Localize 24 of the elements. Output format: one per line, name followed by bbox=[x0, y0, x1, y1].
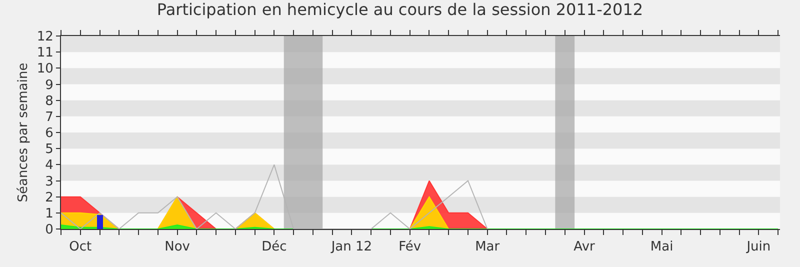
y-tick-label: 8 bbox=[45, 94, 54, 109]
y-tick-label: 3 bbox=[45, 174, 54, 190]
x-tick-label: Juin bbox=[746, 240, 771, 255]
y-tick-label: 2 bbox=[45, 190, 54, 206]
y-tick-label: 12 bbox=[36, 30, 54, 45]
y-tick-label: 6 bbox=[45, 126, 54, 142]
x-tick-label: Mar bbox=[475, 240, 500, 255]
x-tick-label: Déc bbox=[262, 240, 287, 255]
y-tick-label: 10 bbox=[36, 62, 54, 77]
x-tick-label: Jan 12 bbox=[330, 240, 372, 255]
x-tick-label: Mai bbox=[650, 240, 674, 255]
x-tick-label: Oct bbox=[69, 240, 92, 255]
x-tick-label: Fév bbox=[398, 240, 422, 255]
y-tick-label: 1 bbox=[45, 206, 54, 222]
y-tick-label: 5 bbox=[45, 142, 54, 158]
chart-title: Participation en hemicycle au cours de la session 2011-2012 bbox=[156, 0, 644, 20]
x-tick-label: Avr bbox=[574, 240, 596, 255]
y-tick-label: 0 bbox=[45, 222, 54, 238]
y-tick-label: 9 bbox=[45, 78, 54, 93]
y-tick-label: 11 bbox=[36, 46, 54, 61]
y-tick-label: 4 bbox=[45, 158, 54, 174]
x-tick-label: Nov bbox=[164, 240, 190, 255]
y-axis-title: Séances par semaine bbox=[16, 62, 31, 202]
y-tick-label: 7 bbox=[45, 110, 54, 125]
